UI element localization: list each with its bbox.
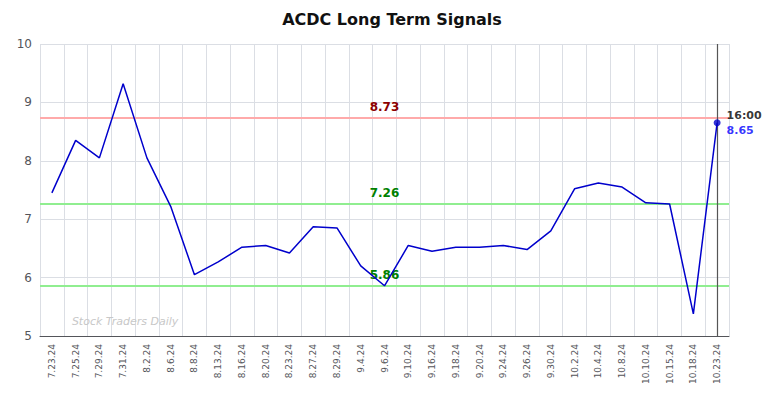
svg-text:8.6.24: 8.6.24: [166, 344, 176, 373]
svg-text:8.13.24: 8.13.24: [213, 344, 223, 379]
svg-text:10.2.24: 10.2.24: [570, 344, 580, 379]
svg-text:16:00: 16:00: [727, 109, 762, 122]
svg-text:8: 8: [24, 154, 32, 168]
svg-text:10.15.24: 10.15.24: [665, 344, 675, 384]
svg-text:7.23.24: 7.23.24: [47, 344, 57, 379]
svg-text:8.73: 8.73: [370, 100, 400, 114]
svg-text:8.27.24: 8.27.24: [308, 344, 318, 379]
svg-text:8.8.24: 8.8.24: [189, 344, 199, 373]
svg-text:10.10.24: 10.10.24: [641, 344, 651, 384]
svg-text:10.4.24: 10.4.24: [593, 344, 603, 379]
svg-text:8.29.24: 8.29.24: [332, 344, 342, 379]
svg-text:8.65: 8.65: [727, 124, 754, 137]
svg-text:5.86: 5.86: [370, 268, 400, 282]
svg-text:7.25.24: 7.25.24: [71, 344, 81, 379]
svg-text:7.29.24: 7.29.24: [94, 344, 104, 379]
svg-text:9.4.24: 9.4.24: [356, 344, 366, 373]
svg-text:8.16.24: 8.16.24: [237, 344, 247, 379]
svg-text:6: 6: [24, 271, 32, 285]
svg-text:9.26.24: 9.26.24: [522, 344, 532, 379]
svg-text:9.30.24: 9.30.24: [546, 344, 556, 379]
svg-text:5: 5: [24, 329, 32, 343]
svg-text:9.10.24: 9.10.24: [403, 344, 413, 379]
svg-text:7: 7: [24, 212, 32, 226]
svg-text:7.31.24: 7.31.24: [118, 344, 128, 379]
svg-text:10.18.24: 10.18.24: [688, 344, 698, 384]
svg-text:7.26: 7.26: [370, 186, 400, 200]
svg-text:9.6.24: 9.6.24: [380, 344, 390, 373]
svg-text:ACDC Long Term Signals: ACDC Long Term Signals: [282, 10, 502, 29]
svg-text:9.16.24: 9.16.24: [427, 344, 437, 379]
svg-text:9.20.24: 9.20.24: [475, 344, 485, 379]
svg-text:9.18.24: 9.18.24: [451, 344, 461, 379]
svg-text:10.23.24: 10.23.24: [712, 344, 722, 384]
svg-text:8.23.24: 8.23.24: [284, 344, 294, 379]
svg-text:9.24.24: 9.24.24: [498, 344, 508, 379]
svg-text:10: 10: [17, 37, 32, 51]
svg-text:8.2.24: 8.2.24: [142, 344, 152, 373]
svg-text:8.20.24: 8.20.24: [261, 344, 271, 379]
svg-text:Stock Traders Daily: Stock Traders Daily: [72, 315, 179, 328]
svg-text:9: 9: [24, 95, 32, 109]
svg-text:10.8.24: 10.8.24: [617, 344, 627, 379]
